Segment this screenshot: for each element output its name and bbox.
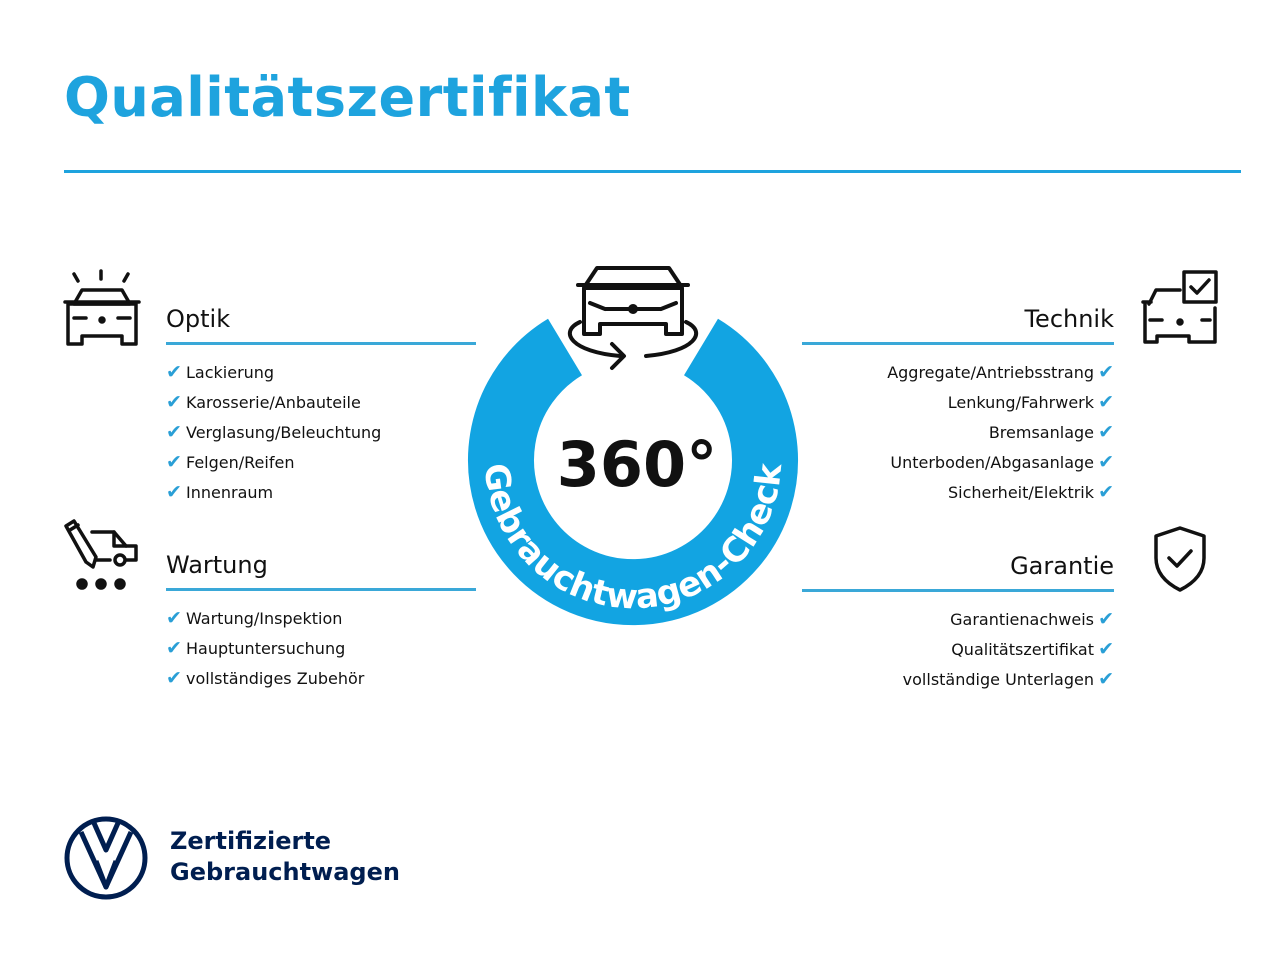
list-item: ✔ Innenraum — [166, 477, 476, 507]
section-heading: Garantie — [1010, 552, 1114, 580]
section-divider — [802, 342, 1114, 345]
list-item: ✔ Felgen/Reifen — [166, 447, 476, 477]
check-icon: ✔ — [166, 481, 182, 503]
list-item: Bremsanlage ✔ — [802, 417, 1114, 447]
car-inspection-icon — [63, 269, 141, 346]
list-item: Sicherheit/Elektrik ✔ — [802, 477, 1114, 507]
section-heading: Technik — [1024, 305, 1114, 333]
car-rotate-icon — [567, 266, 699, 370]
list-item: ✔ vollständiges Zubehör — [166, 663, 476, 693]
check-icon: ✔ — [1098, 451, 1114, 473]
check-icon: ✔ — [1098, 638, 1114, 660]
list-item: vollständige Unterlagen ✔ — [802, 664, 1114, 694]
check-icon: ✔ — [1098, 421, 1114, 443]
section-optik: Optik ✔ Lackierung ✔ Karosserie/Anbauteile… — [166, 302, 476, 507]
ring-arc — [468, 318, 798, 626]
list-item: ✔ Verglasung/Beleuchtung — [166, 417, 476, 447]
list-item: Aggregate/Antriebsstrang ✔ — [802, 357, 1114, 387]
vw-logo — [64, 816, 148, 900]
section-garantie: Garantie Garantienachweis ✔ Qualitätszert… — [802, 549, 1114, 694]
check-icon: ✔ — [1098, 668, 1114, 690]
list-item: ✔ Karosserie/Anbauteile — [166, 387, 476, 417]
shield-check-icon — [1154, 526, 1206, 592]
check-icon: ✔ — [166, 361, 182, 383]
brand-tagline: Zertifizierte Gebrauchtwagen — [170, 827, 400, 886]
list-item: Garantienachweis ✔ — [802, 604, 1114, 634]
check-icon: ✔ — [1098, 608, 1114, 630]
list-item: Unterboden/Abgasanlage ✔ — [802, 447, 1114, 477]
check-icon: ✔ — [166, 667, 182, 689]
section-divider — [166, 588, 476, 591]
section-heading: Wartung — [166, 551, 268, 579]
section-divider — [802, 589, 1114, 592]
degrees-label: 360° — [557, 428, 717, 501]
check-icon: ✔ — [166, 607, 182, 629]
title-divider — [64, 170, 1241, 173]
list-item: Lenkung/Fahrwerk ✔ — [802, 387, 1114, 417]
check-icon: ✔ — [166, 637, 182, 659]
section-divider — [166, 342, 476, 345]
check-icon: ✔ — [1098, 481, 1114, 503]
section-wartung: Wartung ✔ Wartung/Inspektion ✔ Hauptunters… — [166, 548, 476, 693]
list-item: ✔ Wartung/Inspektion — [166, 603, 476, 633]
list-item: ✔ Hauptuntersuchung — [166, 633, 476, 663]
list-item: ✔ Lackierung — [166, 357, 476, 387]
maintenance-icon — [64, 519, 138, 590]
check-icon: ✔ — [1098, 361, 1114, 383]
page-title: Qualitätszertifikat — [64, 66, 631, 129]
list-item: Qualitätszertifikat ✔ — [802, 634, 1114, 664]
check-icon: ✔ — [1098, 391, 1114, 413]
check-icon: ✔ — [166, 391, 182, 413]
section-technik: Technik Aggregate/Antriebsstrang ✔ Lenkun… — [802, 302, 1114, 507]
car-checklist-icon — [1141, 270, 1218, 344]
check-icon: ✔ — [166, 421, 182, 443]
check-icon: ✔ — [166, 451, 182, 473]
section-heading: Optik — [166, 305, 231, 333]
